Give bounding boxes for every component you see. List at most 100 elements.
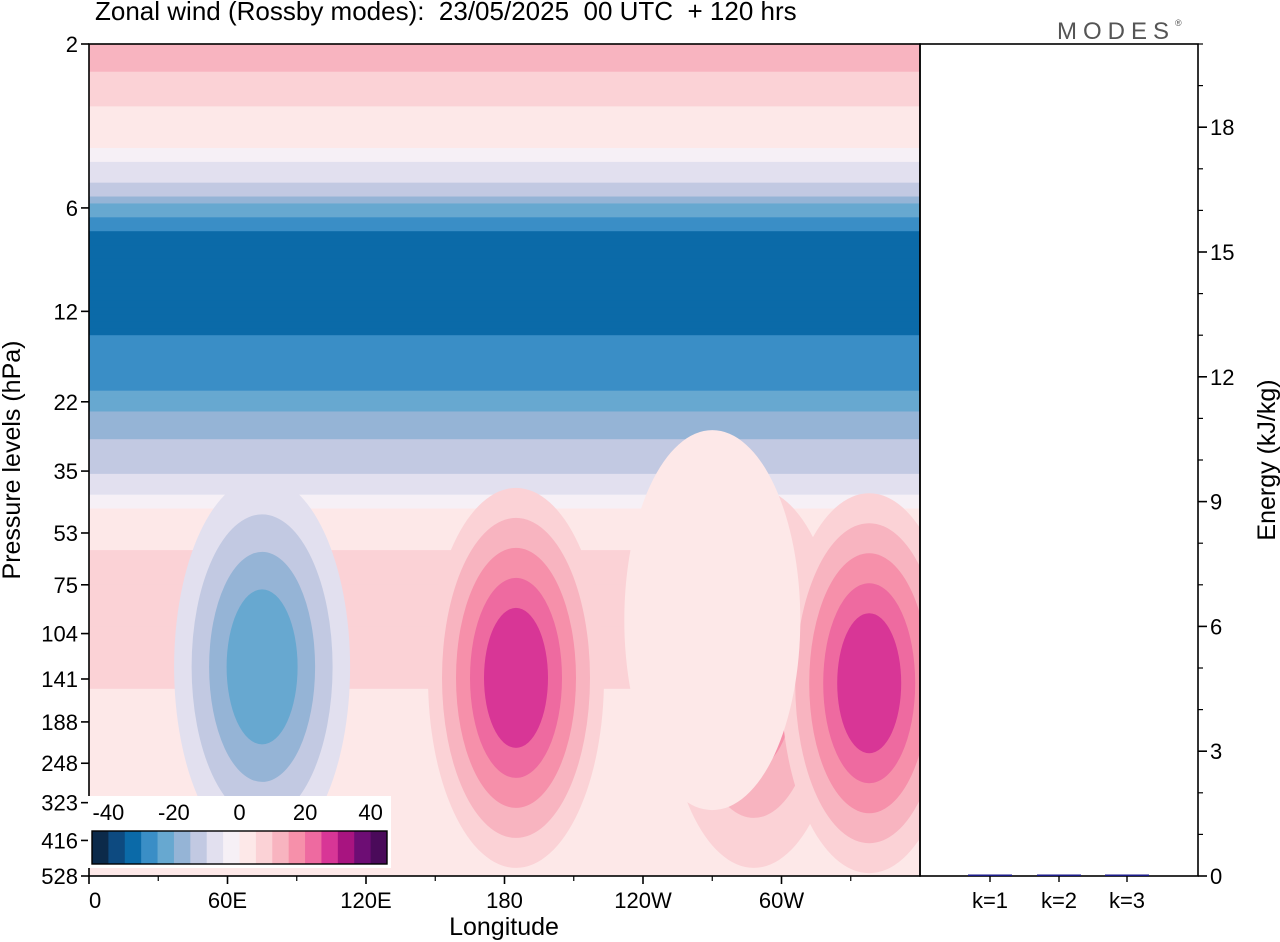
energy-tick-label: 3 <box>1210 739 1222 764</box>
field-band <box>89 473 920 482</box>
field-band <box>89 217 920 225</box>
field-band <box>89 265 920 274</box>
energy-bars: k=1 k=2 k=3 <box>968 874 1149 913</box>
energy-axis: 0 3 6 9 12 15 18 <box>1198 43 1234 889</box>
colorbar-frame <box>91 830 388 865</box>
field-band <box>89 245 920 253</box>
field-band <box>89 71 920 80</box>
x-tick-label: 0 <box>89 888 101 913</box>
field-band <box>89 154 920 163</box>
field-feature <box>837 613 902 754</box>
modes-logo: MODES® <box>1057 18 1182 46</box>
field-feature <box>226 589 298 745</box>
field-band <box>89 231 920 239</box>
field-band <box>89 328 920 336</box>
field-band <box>89 134 920 142</box>
field-band <box>89 182 920 191</box>
field-band <box>89 64 920 73</box>
field-band <box>89 175 920 184</box>
field-band <box>89 293 920 302</box>
field-band <box>89 466 920 475</box>
registered-mark: ® <box>1175 18 1182 28</box>
y-tick-label: 53 <box>54 521 78 546</box>
field-band <box>89 369 920 378</box>
field-band <box>89 161 920 170</box>
x-tick-label: 180 <box>486 888 523 913</box>
energy-tick-label: 12 <box>1210 365 1234 390</box>
colorbar-swatch <box>124 831 142 864</box>
energy-tick-label: 15 <box>1210 240 1234 265</box>
field-band <box>89 141 920 149</box>
colorbar-swatch <box>337 831 355 864</box>
field-band <box>89 210 920 218</box>
colorbar-swatch <box>223 831 240 864</box>
field-band <box>89 342 920 350</box>
energy-tick-label: 9 <box>1210 490 1222 515</box>
colorbar-tick-label: 20 <box>293 800 317 825</box>
colorbar-swatch <box>92 831 109 864</box>
field-band <box>89 397 920 406</box>
colorbar-tick-label: -40 <box>93 800 125 825</box>
colorbar-swatch <box>141 831 159 864</box>
field-band <box>89 335 920 343</box>
field-band <box>89 113 920 121</box>
y-tick-label: 22 <box>54 390 78 415</box>
x-tick-label: 60E <box>208 888 247 913</box>
field-band <box>89 321 920 329</box>
colorbar-swatch <box>255 831 273 864</box>
field-band <box>89 286 920 295</box>
colorbar-swatch <box>354 831 372 864</box>
y-tick-label: 2 <box>66 32 78 57</box>
field-band <box>89 453 920 461</box>
contour-field <box>89 44 920 876</box>
colorbar-tick-label: 40 <box>358 800 382 825</box>
pressure-axis: 2 6 12 22 35 53 75 104 141 188 248 323 416 528 <box>41 32 89 889</box>
field-band <box>89 99 920 107</box>
field-feature <box>484 607 548 748</box>
bar-category-label: k=2 <box>1041 888 1077 913</box>
y-tick-label: 416 <box>41 828 78 853</box>
colorbar-tick-label: 0 <box>233 800 245 825</box>
field-band <box>89 127 920 135</box>
field-band <box>89 44 920 52</box>
field-band <box>89 279 920 288</box>
colorbar-tick-label: -20 <box>158 800 190 825</box>
y-tick-label: 12 <box>54 299 78 324</box>
modes-logo-text: MODES <box>1057 18 1176 45</box>
field-band <box>89 148 920 156</box>
field-band <box>89 390 920 399</box>
field-band <box>89 446 920 454</box>
field-band <box>89 349 920 357</box>
x-tick-label: 120E <box>340 888 391 913</box>
chart-title: Zonal wind (Rossby modes): 23/05/2025 00… <box>95 0 797 26</box>
field-band <box>89 85 920 94</box>
field-band <box>89 425 920 433</box>
colorbar-swatch <box>206 831 224 864</box>
field-band <box>89 439 920 447</box>
field-band <box>89 106 920 114</box>
field-band <box>89 203 920 211</box>
field-band <box>89 78 920 87</box>
field-band <box>89 411 920 419</box>
field-band <box>89 383 920 392</box>
field-band <box>89 362 920 371</box>
field-band <box>89 168 920 177</box>
y-tick-label: 528 <box>41 864 78 889</box>
y-axis-label: Pressure levels (hPa) <box>0 341 26 580</box>
energy-plot-frame <box>919 43 1199 877</box>
y-tick-label: 323 <box>41 791 78 816</box>
field-band <box>89 869 920 876</box>
colorbar-swatch <box>305 831 322 864</box>
energy-tick-label: 0 <box>1210 864 1222 889</box>
field-band <box>89 238 920 246</box>
bar-category-label: k=3 <box>1109 888 1145 913</box>
field-band <box>89 189 920 198</box>
y-tick-label: 6 <box>66 196 78 221</box>
y-tick-label: 75 <box>54 573 78 598</box>
field-band <box>89 300 920 309</box>
x-tick-label: 120W <box>614 888 672 913</box>
field-band <box>89 57 920 66</box>
field-band <box>89 376 920 385</box>
field-band <box>89 307 920 315</box>
colorbar-swatch <box>288 831 306 864</box>
